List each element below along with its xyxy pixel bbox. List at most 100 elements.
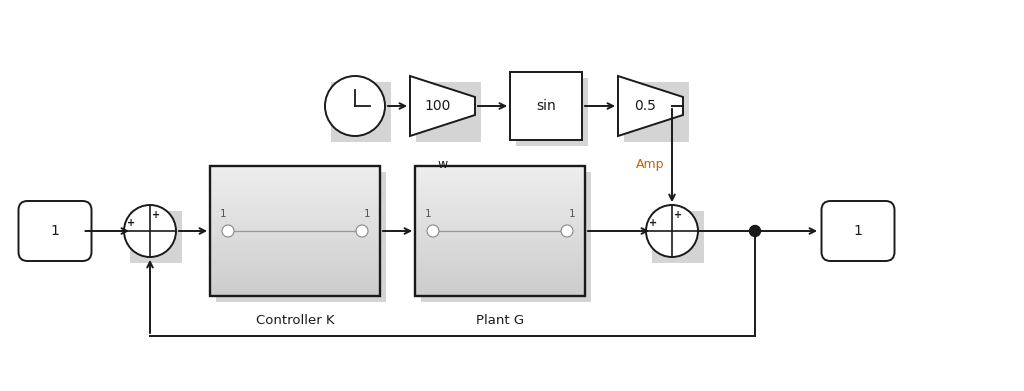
Bar xyxy=(415,198,585,202)
Bar xyxy=(415,267,585,270)
Bar xyxy=(210,276,380,280)
Bar xyxy=(415,195,585,199)
Bar xyxy=(210,185,380,189)
Bar xyxy=(415,283,585,286)
Bar xyxy=(415,231,585,234)
Circle shape xyxy=(356,225,368,237)
Bar xyxy=(415,201,585,205)
Bar xyxy=(210,179,380,182)
Bar xyxy=(210,234,380,237)
Text: 1: 1 xyxy=(50,224,59,238)
Bar xyxy=(415,260,585,264)
FancyBboxPatch shape xyxy=(32,214,86,256)
Bar xyxy=(415,221,585,224)
Bar xyxy=(210,260,380,264)
Bar xyxy=(210,240,380,244)
Bar xyxy=(210,201,380,205)
Bar xyxy=(210,192,380,195)
Circle shape xyxy=(325,76,385,136)
Text: 1: 1 xyxy=(220,209,226,219)
Bar xyxy=(415,172,585,176)
Text: +: + xyxy=(127,218,135,228)
Bar xyxy=(210,244,380,247)
Circle shape xyxy=(750,226,761,237)
Bar xyxy=(415,280,585,283)
Polygon shape xyxy=(410,76,475,136)
Bar xyxy=(210,208,380,212)
Bar xyxy=(210,280,380,283)
Bar xyxy=(415,276,585,280)
FancyBboxPatch shape xyxy=(652,211,703,263)
Bar xyxy=(210,198,380,202)
FancyBboxPatch shape xyxy=(331,82,391,142)
Bar xyxy=(415,289,585,293)
Bar xyxy=(210,228,380,231)
Bar xyxy=(415,188,585,192)
FancyBboxPatch shape xyxy=(835,214,890,256)
Bar xyxy=(210,250,380,254)
Bar xyxy=(415,205,585,208)
FancyBboxPatch shape xyxy=(821,201,895,261)
Bar xyxy=(415,215,585,218)
Bar xyxy=(415,208,585,212)
Text: 1: 1 xyxy=(854,224,862,238)
Bar xyxy=(415,263,585,267)
Bar xyxy=(210,267,380,270)
Text: Amp: Amp xyxy=(636,158,665,171)
Bar xyxy=(210,211,380,215)
Text: +: + xyxy=(153,210,161,220)
Bar xyxy=(210,176,380,179)
Bar xyxy=(415,286,585,289)
FancyBboxPatch shape xyxy=(130,211,182,263)
FancyBboxPatch shape xyxy=(18,201,91,261)
Circle shape xyxy=(646,205,698,257)
Bar xyxy=(415,247,585,251)
Bar xyxy=(415,224,585,228)
Bar xyxy=(415,179,585,182)
Bar xyxy=(210,237,380,241)
Bar xyxy=(210,257,380,260)
FancyBboxPatch shape xyxy=(510,72,582,140)
Bar xyxy=(210,286,380,289)
Polygon shape xyxy=(618,76,683,136)
Bar xyxy=(210,188,380,192)
Text: 1: 1 xyxy=(425,209,432,219)
Bar xyxy=(210,172,380,176)
Text: Controller K: Controller K xyxy=(256,314,334,327)
Text: 1: 1 xyxy=(364,209,370,219)
Bar xyxy=(210,263,380,267)
Text: 100: 100 xyxy=(424,99,451,113)
Bar xyxy=(415,234,585,237)
Bar xyxy=(415,270,585,273)
Bar xyxy=(210,218,380,221)
Text: sin: sin xyxy=(537,99,556,113)
Text: +: + xyxy=(675,210,683,220)
Bar xyxy=(210,283,380,286)
Bar xyxy=(210,205,380,208)
Bar xyxy=(415,211,585,215)
Bar xyxy=(415,169,585,172)
Text: w: w xyxy=(437,158,447,171)
Bar xyxy=(415,182,585,185)
Bar xyxy=(210,195,380,199)
FancyBboxPatch shape xyxy=(216,172,386,302)
Text: 1: 1 xyxy=(568,209,575,219)
Bar xyxy=(415,257,585,260)
Bar xyxy=(210,231,380,234)
Bar xyxy=(210,292,380,296)
Bar xyxy=(415,176,585,179)
Bar xyxy=(415,237,585,241)
Bar xyxy=(210,182,380,185)
Circle shape xyxy=(427,225,439,237)
Bar xyxy=(415,228,585,231)
FancyBboxPatch shape xyxy=(516,78,588,146)
Bar xyxy=(210,221,380,224)
Bar xyxy=(415,253,585,257)
Circle shape xyxy=(222,225,234,237)
Circle shape xyxy=(561,225,573,237)
FancyBboxPatch shape xyxy=(421,172,591,302)
Bar xyxy=(210,215,380,218)
Bar xyxy=(415,166,585,169)
Bar xyxy=(415,240,585,244)
Bar xyxy=(415,273,585,276)
